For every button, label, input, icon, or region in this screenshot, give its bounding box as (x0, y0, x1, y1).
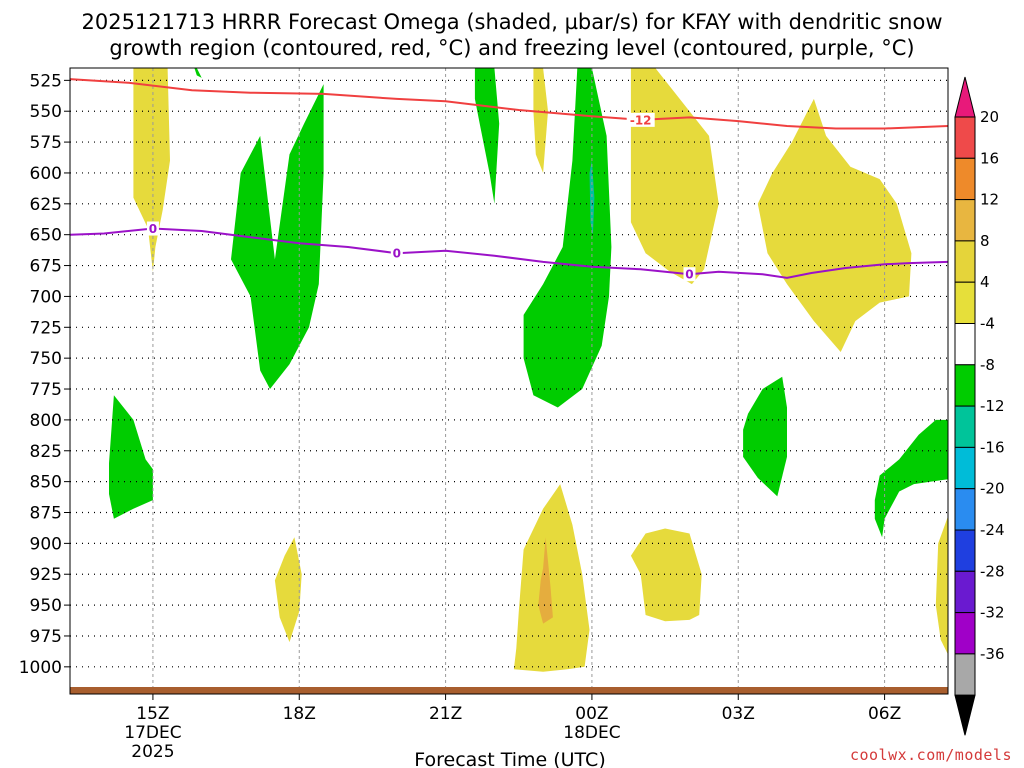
x-tick-label-06Z: 06Z (868, 704, 901, 724)
x-tick-date-00Z: 18DEC (563, 723, 620, 743)
omega-region-rising-2 (474, 68, 500, 204)
contour-lines: -12 0 0 0 (69, 78, 949, 282)
omega-region-rising-1 (231, 84, 324, 389)
y-tick-label-625: 625 (30, 195, 62, 215)
colorbar-label-13: -36 (980, 645, 1005, 663)
colorbar-label-3: 8 (980, 232, 990, 250)
y-tick-label-575: 575 (30, 133, 62, 153)
x-tick-label-18Z: 18Z (283, 704, 316, 724)
omega-region-rising-3 (523, 68, 612, 408)
y-tick-label-800: 800 (30, 411, 62, 431)
y-tick-label-700: 700 (30, 287, 62, 307)
y-tick-label-925: 925 (30, 565, 62, 585)
y-tick-label-525: 525 (30, 71, 62, 91)
freezing-level-label-bg-1 (390, 246, 403, 261)
colorbar-label-4: 4 (980, 273, 990, 291)
colorbar-label-6: -8 (980, 356, 995, 374)
dgz-top-label-0: -12 (630, 113, 652, 127)
y-tick-label-550: 550 (30, 102, 62, 122)
omega-region-sinking-11 (757, 98, 912, 353)
colorbar-segment-13 (954, 653, 976, 696)
omega-region-rising-0 (194, 68, 202, 78)
dgz-top-label-bg-0 (626, 112, 655, 127)
colorbar-segment-7 (954, 405, 976, 448)
colorbar-segment-9 (954, 488, 976, 531)
y-tick-label-1000: 1000 (19, 658, 62, 678)
gridlines (70, 68, 948, 694)
omega-region-rising-6 (743, 376, 787, 497)
colorbar-bottom-arrow (954, 694, 976, 736)
y-tick-label-850: 850 (30, 473, 62, 493)
chart-title-line-2: growth region (contoured, red, °C) and f… (109, 36, 914, 60)
x-tick-date-15Z: 17DEC (124, 723, 181, 743)
colorbar-label-2: 12 (980, 191, 999, 209)
freezing-level-label-bg-2 (683, 267, 696, 282)
colorbar-top-arrow (954, 76, 976, 118)
colorbar-label-5: -4 (980, 315, 995, 333)
y-tick-label-675: 675 (30, 257, 62, 277)
freezing-level-label-2: 0 (685, 268, 693, 282)
omega-region-sinking-8 (133, 68, 170, 272)
colorbar-segment-1 (954, 157, 976, 201)
colorbar-label-0: 20 (980, 108, 999, 126)
freezing-level-label-bg-0 (146, 221, 159, 236)
colorbar: 20 16 12 8 4 -4 -8 -12 -16 -20 -24 -28 -32 -36 (954, 76, 1005, 736)
colorbar-label-8: -16 (980, 438, 1005, 456)
omega-region-sinking-15 (630, 528, 702, 622)
colorbar-label-7: -12 (980, 397, 1005, 415)
plot-frame (69, 67, 949, 695)
colorbar-segment-0 (954, 116, 976, 159)
colorbar-segment-10 (954, 529, 976, 572)
colorbar-label-10: -24 (980, 521, 1005, 539)
colorbar-segment-11 (954, 570, 976, 614)
omega-region-sinking-strong-14 (538, 537, 553, 624)
colorbar-segment-12 (954, 612, 976, 655)
y-tick-label-950: 950 (30, 596, 62, 616)
credit-text: coolwx.com/models (850, 746, 1012, 764)
y-tick-label-900: 900 (30, 534, 62, 554)
colorbar-segment-4 (954, 281, 976, 325)
colorbar-segment-6 (954, 364, 976, 407)
omega-region-rising-4 (589, 160, 595, 235)
colorbar-label-12: -32 (980, 604, 1005, 622)
y-tick-label-875: 875 (30, 503, 62, 523)
x-tick-label-03Z: 03Z (722, 704, 755, 724)
freezing-level-label-0: 0 (149, 222, 157, 236)
plot-area: -12 0 0 0 (69, 67, 949, 695)
colorbar-label-9: -20 (980, 480, 1005, 498)
colorbar-label-1: 16 (980, 149, 999, 167)
colorbar-segment-3 (954, 240, 976, 283)
y-tick-label-750: 750 (30, 349, 62, 369)
colorbar-segment-2 (954, 199, 976, 242)
y-axis: 525 550 575 600 625 650 675 700 725 750 775 800 825 8… (19, 71, 70, 678)
colorbar-label-11: -28 (980, 562, 1005, 580)
x-axis-label: Forecast Time (UTC) (414, 749, 605, 768)
omega-region-sinking-9 (533, 68, 548, 173)
y-tick-label-600: 600 (30, 164, 62, 184)
y-tick-label-650: 650 (30, 226, 62, 246)
omega-region-sinking-12 (274, 537, 302, 643)
y-tick-label-825: 825 (30, 442, 62, 462)
omega-region-sinking-16 (935, 516, 948, 655)
x-tick-label-15Z: 15Z (136, 704, 169, 724)
x-tick-label-21Z: 21Z (429, 704, 462, 724)
freezing-level-label-1: 0 (393, 247, 401, 261)
freezing-level-contour (69, 227, 949, 279)
y-tick-label-725: 725 (30, 318, 62, 338)
omega-region-rising-5 (109, 395, 153, 519)
x-tick-year-15Z: 2025 (131, 742, 174, 762)
y-tick-label-975: 975 (30, 627, 62, 647)
omega-shaded-regions (109, 68, 948, 672)
omega-region-sinking-13 (513, 484, 590, 672)
dgz-top-contour (69, 78, 949, 130)
y-tick-label-775: 775 (30, 380, 62, 400)
omega-region-rising-7 (874, 419, 948, 538)
chart-title-line-1: 2025121713 HRRR Forecast Omega (shaded, … (81, 10, 942, 34)
x-tick-label-00Z: 00Z (575, 704, 608, 724)
ground-surface-strip (70, 687, 948, 694)
colorbar-segment-5 (954, 323, 976, 366)
colorbar-segment-8 (954, 446, 976, 490)
